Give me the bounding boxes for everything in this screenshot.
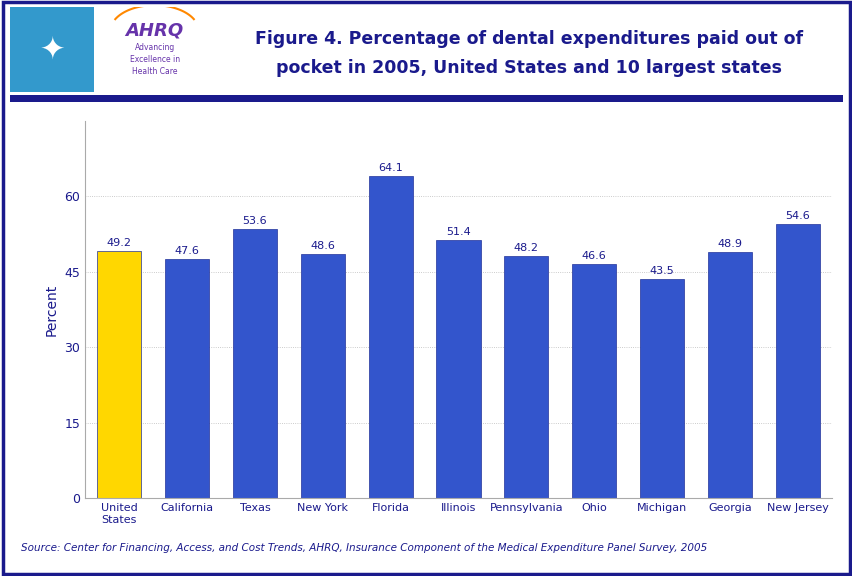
Text: 47.6: 47.6 [175,246,199,256]
Bar [436,240,480,498]
Text: 43.5: 43.5 [649,266,674,276]
Bar [504,256,548,498]
Text: 48.2: 48.2 [513,242,538,253]
Bar [707,252,751,498]
Bar [10,7,95,92]
Bar [95,7,210,92]
Bar [639,279,683,498]
Text: Source: Center for Financing, Access, and Cost Trends, AHRQ, Insurance Component: Source: Center for Financing, Access, an… [21,543,707,554]
Bar [164,259,209,498]
Y-axis label: Percent: Percent [45,283,59,336]
Text: 51.4: 51.4 [446,227,470,237]
Text: Advancing
Excellence in
Health Care: Advancing Excellence in Health Care [130,43,180,76]
Text: AHRQ: AHRQ [125,22,183,40]
Text: 48.6: 48.6 [310,241,335,251]
Text: 46.6: 46.6 [581,251,606,261]
Text: 53.6: 53.6 [242,215,267,226]
Text: pocket in 2005, United States and 10 largest states: pocket in 2005, United States and 10 lar… [275,59,781,77]
Text: 54.6: 54.6 [785,211,809,221]
Bar [368,176,412,498]
Text: 49.2: 49.2 [106,238,131,248]
Text: ✦: ✦ [39,35,65,64]
Bar [301,254,344,498]
Bar [774,223,819,498]
Text: Figure 4. Percentage of dental expenditures paid out of: Figure 4. Percentage of dental expenditu… [255,31,802,48]
Bar [233,229,277,498]
Bar [572,264,615,498]
Text: 48.9: 48.9 [717,239,741,249]
Bar [97,251,141,498]
Text: 64.1: 64.1 [377,163,402,173]
